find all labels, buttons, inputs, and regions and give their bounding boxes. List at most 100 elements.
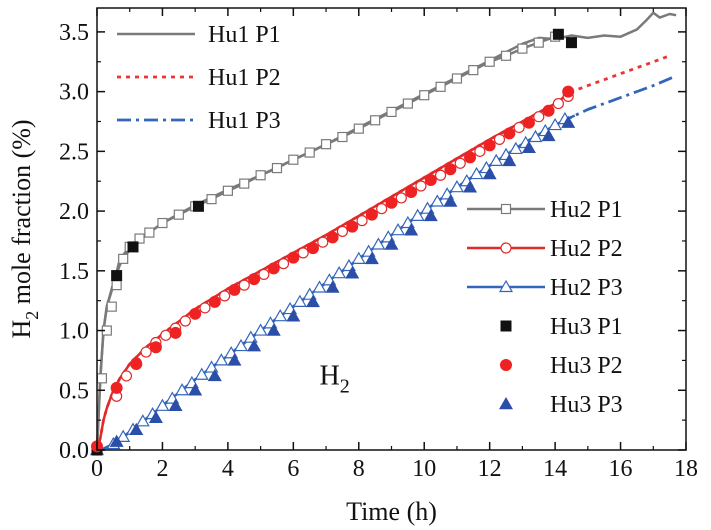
y-tick-label: 0.5 [59, 378, 89, 404]
data-point [253, 323, 268, 336]
data-point [168, 398, 183, 412]
data-point [533, 37, 544, 48]
series-line [95, 35, 556, 451]
x-tick-label: 16 [609, 456, 633, 482]
x-tick-label: 10 [412, 456, 436, 482]
data-point [484, 56, 495, 67]
legend-item: Hu1 P1 [117, 22, 281, 48]
x-tick-label: 6 [287, 456, 299, 482]
plot-area [89, 11, 677, 456]
data-point [415, 180, 427, 192]
data-point [474, 145, 486, 157]
data-point [228, 283, 241, 296]
data-point [96, 373, 108, 384]
data-point [304, 147, 315, 158]
legend-item: Hu1 P3 [117, 108, 281, 134]
data-point [312, 280, 327, 293]
data-point [533, 111, 545, 123]
data-point [175, 383, 190, 396]
data-point [482, 167, 497, 180]
legend-item: Hu3 P3 [499, 392, 623, 418]
data-point [469, 166, 484, 180]
annotation-subscript: 2 [340, 375, 350, 397]
data-point [227, 353, 242, 366]
axis-ticks: 0 2 4 6 8 10 12 14 16 18 0.0 0.5 1.0 1.5 2.0 2.5 3.0 3.5 [59, 8, 698, 482]
data-point [402, 98, 413, 109]
data-point [561, 115, 576, 128]
data-point [255, 170, 266, 181]
data-point [207, 368, 222, 382]
x-tick-label: 2 [156, 456, 168, 482]
data-point [157, 217, 168, 229]
series-hu3-p2 [91, 85, 575, 453]
x-tick-label: 4 [222, 456, 234, 482]
data-point [508, 141, 523, 155]
series-hu3-p3 [109, 115, 576, 447]
data-point [273, 308, 288, 322]
data-point [110, 381, 123, 394]
data-point [111, 270, 123, 282]
data-point [410, 208, 425, 221]
data-point [134, 233, 145, 244]
data-point [542, 104, 555, 117]
y-axis-title: H2 mole fraction (%) [7, 119, 42, 338]
legend-label: Hu3 P1 [550, 314, 623, 340]
data-point [286, 309, 301, 322]
data-point [386, 106, 397, 118]
data-point [500, 50, 512, 61]
legend-marker [498, 279, 514, 293]
data-point [206, 194, 217, 205]
data-point [233, 338, 249, 352]
data-point [173, 209, 184, 220]
y-tick-label: 3.5 [59, 20, 89, 46]
legend-item: Hu2 P1 [467, 197, 623, 223]
data-point [106, 301, 117, 312]
data-point [464, 151, 477, 164]
data-point [199, 302, 211, 314]
x-axis-title: Time (h) [346, 497, 437, 526]
y-axis-title-subscript: 2 [22, 311, 42, 320]
data-point [267, 262, 280, 275]
legend-label: Hu3 P3 [550, 392, 623, 418]
legend-marker [500, 203, 512, 215]
x-tick-label: 8 [353, 456, 365, 482]
data-point [443, 194, 458, 207]
y-tick-label: 1.0 [59, 319, 89, 345]
legend-label: Hu3 P2 [550, 353, 623, 379]
data-point [288, 154, 299, 165]
data-point [155, 398, 170, 411]
data-point [148, 410, 163, 423]
data-point [188, 383, 203, 396]
legend-label: Hu1 P2 [208, 65, 281, 91]
legend-label: Hu1 P1 [208, 22, 281, 48]
data-point [562, 85, 575, 98]
data-point [325, 280, 340, 293]
y-tick-label: 3.0 [59, 80, 89, 106]
data-point [222, 185, 233, 196]
legend-item: Hu2 P2 [467, 236, 623, 262]
data-point [346, 220, 359, 233]
data-point [116, 429, 131, 442]
data-point [463, 180, 478, 193]
data-point [364, 251, 379, 265]
data-point [528, 129, 543, 143]
data-point [371, 237, 386, 250]
data-point [130, 357, 143, 370]
data-point [336, 225, 349, 237]
data-point [219, 290, 231, 302]
data-point [194, 367, 209, 380]
data-point [214, 353, 229, 366]
data-point [135, 414, 150, 427]
y-axis-title-rest: mole fraction (%) [7, 119, 36, 310]
data-point [434, 169, 447, 181]
legend-label: Hu1 P3 [208, 108, 281, 134]
data-point [385, 196, 398, 209]
data-point [435, 81, 446, 92]
legend-marker [500, 242, 512, 254]
data-point [552, 28, 564, 40]
x-tick-label: 18 [674, 456, 698, 482]
data-point [552, 97, 564, 110]
data-point [305, 294, 320, 308]
data-point [129, 422, 144, 435]
annotation-main: H [320, 360, 340, 391]
